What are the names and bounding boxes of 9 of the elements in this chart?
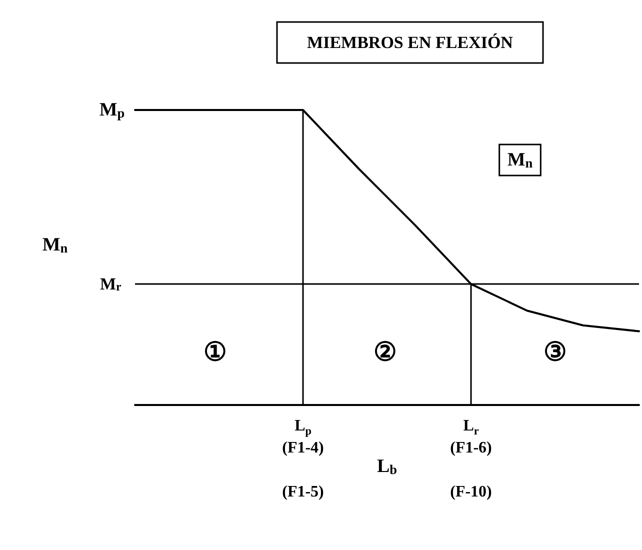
annotation: ①: [204, 338, 226, 366]
text: Mp: [99, 100, 125, 120]
ref-line-label: Mr: [100, 274, 122, 294]
chart-title: MIEMBROS EN FLEXIÓN: [307, 33, 514, 52]
annotation: ③: [544, 338, 566, 366]
annotation: ②: [374, 338, 396, 366]
y-axis-title: Mn: [42, 234, 68, 256]
annotation: Mn: [507, 150, 534, 170]
x-axis-title: Lb: [376, 456, 398, 477]
